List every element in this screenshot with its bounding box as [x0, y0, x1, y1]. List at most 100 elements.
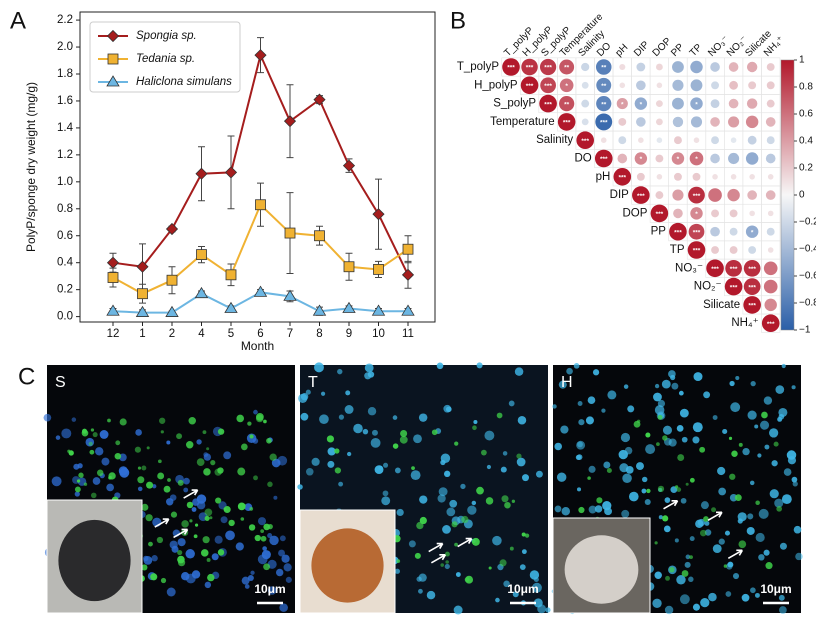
- corr-circle: [672, 61, 684, 73]
- polyp-granule: [267, 523, 273, 530]
- nucleus: [95, 447, 104, 456]
- nucleus: [495, 597, 500, 603]
- polyp-granule: [656, 442, 660, 446]
- nucleus: [697, 518, 706, 527]
- nucleus: [622, 473, 632, 484]
- polyp-granule: [217, 428, 225, 435]
- colorbar-tick-label: 1: [799, 55, 805, 66]
- nucleus: [396, 508, 404, 517]
- nucleus: [532, 582, 542, 593]
- nucleus: [754, 592, 760, 598]
- y-axis-label: PolyP/sponge dry weight (mg/g): [24, 82, 38, 252]
- corr-circle: [539, 58, 557, 76]
- polyp-granule: [755, 500, 760, 506]
- nucleus: [533, 598, 543, 608]
- nucleus: [55, 435, 61, 440]
- corr-circle: [725, 259, 742, 277]
- nucleus: [654, 571, 662, 579]
- nucleus: [297, 484, 303, 490]
- polyp-granule: [241, 443, 248, 451]
- polyp-granule: [263, 419, 267, 424]
- nucleus: [795, 552, 803, 561]
- corr-circle: [766, 63, 775, 71]
- corr-circle: [767, 210, 774, 217]
- polyp-granule: [711, 507, 717, 513]
- nucleus: [61, 428, 72, 439]
- significance: **: [601, 101, 607, 108]
- y-tick-label: 2.2: [57, 14, 73, 26]
- polyp-granule: [215, 497, 222, 504]
- corr-circle: [581, 99, 590, 108]
- row-label: DOP: [622, 207, 647, 219]
- corr-circle: [710, 99, 720, 108]
- nucleus: [587, 396, 596, 405]
- corr-circle: [743, 259, 761, 277]
- polyp-granule: [204, 508, 213, 517]
- nucleus: [781, 363, 786, 369]
- nucleus: [554, 442, 562, 451]
- legend-box: [89, 21, 241, 93]
- polyp-granule: [776, 505, 783, 512]
- polyp-granule: [734, 494, 742, 502]
- corr-circle: [763, 279, 778, 294]
- marker: [283, 289, 297, 301]
- nucleus: [779, 606, 787, 614]
- row-label: DIP: [610, 189, 630, 201]
- polyp-granule: [207, 573, 215, 582]
- polyp-granule: [499, 559, 507, 567]
- nucleus: [344, 405, 354, 414]
- marker: [372, 208, 385, 221]
- marker: [195, 167, 208, 180]
- polyp-granule: [141, 503, 149, 511]
- nucleus: [508, 400, 515, 407]
- polyp-granule: [217, 549, 225, 556]
- polyp-granule: [481, 449, 487, 456]
- corr-circle: [748, 81, 757, 90]
- colorbar-tick-label: −1: [799, 325, 811, 336]
- nucleus: [658, 515, 663, 520]
- polyp-granule: [465, 575, 474, 584]
- polyp-granule: [170, 511, 178, 518]
- marker: [107, 272, 119, 283]
- nucleus: [604, 507, 612, 516]
- x-tick-label: 9: [346, 328, 352, 340]
- nucleus: [588, 505, 597, 514]
- polyp-granule: [137, 466, 142, 470]
- nucleus: [253, 409, 258, 415]
- polyp-granule: [260, 535, 267, 542]
- corr-circle: [690, 207, 703, 220]
- nucleus: [754, 424, 759, 429]
- corr-circle: [669, 222, 687, 241]
- nucleus: [338, 481, 344, 487]
- corr-circle: [729, 246, 738, 254]
- nucleus: [652, 598, 662, 608]
- nucleus: [257, 554, 268, 565]
- y-tick-label: 0.8: [57, 203, 73, 215]
- corr-circle: [690, 116, 703, 128]
- corr-circle: [708, 188, 722, 202]
- sponge-specimen: [564, 535, 639, 604]
- nucleus: [737, 512, 747, 522]
- nucleus: [378, 465, 383, 471]
- image-label: T: [308, 374, 318, 391]
- polyp-granule: [145, 514, 153, 522]
- polyp-granule: [689, 555, 693, 559]
- nucleus: [486, 464, 492, 470]
- nucleus: [519, 564, 526, 571]
- nucleus: [552, 404, 557, 409]
- nucleus: [204, 581, 212, 589]
- marker: [402, 243, 414, 255]
- row-label: DO: [575, 153, 592, 165]
- row-label: Silicate: [703, 299, 740, 311]
- corr-circle: [746, 61, 758, 73]
- scale-label: 10μm: [760, 582, 791, 596]
- corr-circle: [594, 149, 613, 168]
- nucleus: [392, 415, 398, 420]
- polyp-granule: [81, 428, 88, 434]
- corr-circle: [727, 188, 740, 202]
- corr-circle: [673, 208, 683, 219]
- corr-circle: [559, 78, 574, 93]
- arrow: [428, 542, 444, 553]
- corr-circle: [749, 174, 755, 180]
- corr-circle: [730, 174, 737, 180]
